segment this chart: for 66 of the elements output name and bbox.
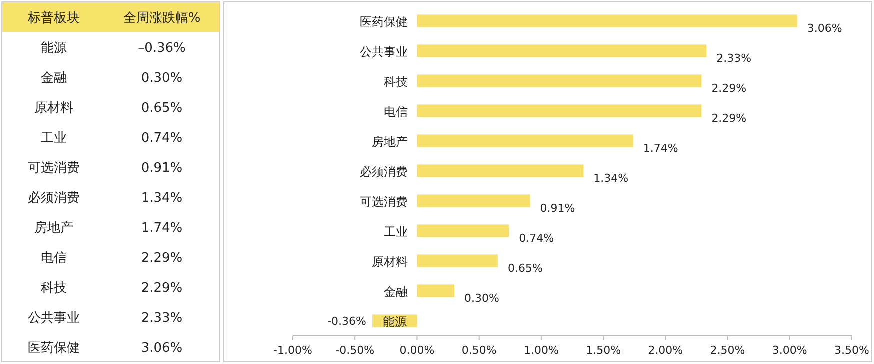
text: 2.33%: [141, 311, 183, 326]
data-label: 3.06%: [807, 22, 842, 35]
y-tick-label: 原材料: [372, 255, 408, 269]
bar: [417, 74, 702, 88]
bar: [417, 104, 702, 118]
data-label: 0.65%: [508, 262, 543, 275]
text: 0.74%: [141, 131, 183, 146]
category-label: 公共事业: [28, 311, 80, 326]
category-label: 电信: [41, 251, 67, 266]
category-label: 工业: [41, 131, 67, 146]
y-tick-label: 电信: [384, 105, 408, 119]
bar: [417, 164, 584, 178]
data-label: 2.29%: [712, 82, 747, 95]
x-tick-label: 2.50%: [710, 344, 746, 357]
x-tick-label: 1.50%: [586, 344, 622, 357]
y-tick-label: 公共事业: [360, 45, 408, 59]
y-tick-label: 可选消费: [360, 195, 408, 209]
y-tick-label: 必须消费: [360, 165, 408, 179]
category-label: 医药保健: [28, 341, 80, 356]
data-label: 0.91%: [540, 202, 576, 215]
text: 3.06%: [141, 341, 183, 356]
category-label: 必须消费: [28, 191, 80, 206]
y-tick-label: 工业: [384, 225, 408, 239]
x-tick-label: 3.50%: [834, 344, 870, 357]
bar: [417, 254, 498, 268]
data-label: -0.36%: [328, 315, 366, 328]
y-tick-label: 医药保健: [360, 15, 408, 29]
x-tick-label: 0.00%: [400, 344, 435, 357]
text: –0.36%: [138, 41, 186, 56]
data-label: 0.30%: [464, 292, 500, 305]
data-label: 1.74%: [643, 142, 678, 155]
category-label: 科技: [41, 281, 67, 296]
y-tick-label: 能源: [382, 315, 407, 329]
text: 1.34%: [141, 191, 183, 206]
x-tick-label: 3.00%: [772, 344, 808, 357]
x-tick-label: -0.50%: [336, 344, 375, 357]
text: 2.29%: [141, 281, 183, 296]
bar: [417, 44, 707, 58]
x-tick-label: 0.50%: [462, 344, 497, 357]
category-label: 房地产: [34, 220, 74, 236]
text: 0.30%: [141, 71, 183, 86]
data-label: 1.34%: [594, 172, 629, 185]
data-label: 2.29%: [712, 112, 747, 125]
category-label: 可选消费: [28, 161, 80, 176]
text: 0.91%: [141, 161, 183, 176]
y-tick-label: 金融: [384, 285, 408, 299]
text: 标普板块: [27, 10, 80, 26]
category-label: 能源: [41, 41, 67, 56]
bar: [417, 194, 530, 208]
x-tick-label: 2.00%: [648, 344, 684, 357]
y-tick-label: 科技: [384, 75, 408, 89]
text: 1.74%: [141, 221, 183, 236]
bar: [417, 134, 634, 148]
y-tick-label: 房地产: [372, 135, 408, 149]
text: 0.65%: [141, 101, 183, 116]
x-tick-label: 1.00%: [524, 344, 559, 357]
data-label: 0.74%: [519, 232, 554, 245]
category-label: 金融: [41, 71, 67, 86]
data-label: 2.33%: [716, 52, 752, 65]
text: 全周涨跌幅%: [123, 11, 201, 26]
x-tick-label: -1.00%: [274, 344, 312, 357]
category-label: 原材料: [34, 101, 74, 116]
bar: [417, 284, 454, 298]
text: 2.29%: [141, 251, 183, 266]
bar: [417, 224, 510, 238]
bar: [417, 14, 798, 28]
